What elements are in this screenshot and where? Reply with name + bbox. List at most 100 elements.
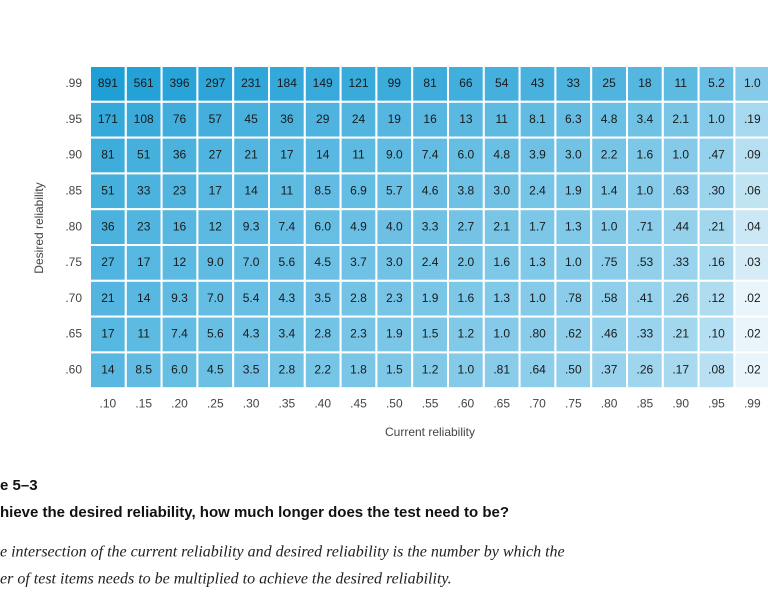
- heat-cell: [89, 351, 127, 390]
- heat-cell: [303, 279, 342, 318]
- y-tick-label: .99: [65, 76, 82, 90]
- cell-label: .58: [601, 291, 618, 305]
- cell-label: 5.2: [708, 76, 725, 90]
- cell-label: 1.4: [601, 183, 618, 197]
- cell-label: .26: [637, 362, 654, 376]
- x-axis-label: Current reliability: [385, 425, 475, 439]
- cell-label: 57: [209, 112, 223, 126]
- heat-cell: [89, 208, 127, 246]
- cell-label: 36: [280, 112, 294, 126]
- cell-label: 6.0: [171, 362, 188, 376]
- cell-label: .19: [744, 112, 761, 126]
- heat-cell: [124, 351, 163, 390]
- cell-label: 33: [567, 76, 581, 90]
- cell-label: 149: [313, 76, 333, 90]
- cell-label: 66: [459, 76, 473, 90]
- heat-cell: [447, 208, 485, 246]
- heat-cell: [447, 351, 485, 390]
- cell-label: 27: [101, 255, 115, 269]
- y-tick-label: .75: [65, 255, 82, 269]
- heat-cell: [518, 244, 557, 282]
- cell-label: 3.9: [529, 148, 546, 162]
- cell-label: 17: [101, 327, 115, 341]
- cell-label: 5.4: [243, 291, 260, 305]
- cell-label: .03: [744, 255, 761, 269]
- cell-label: 1.6: [637, 148, 654, 162]
- x-tick-label: .35: [279, 396, 296, 410]
- cell-label: 14: [137, 291, 151, 305]
- cell-label: 4.9: [350, 219, 367, 233]
- cell-label: 2.8: [350, 291, 367, 305]
- cell-label: .12: [708, 291, 725, 305]
- y-axis-label: Desired reliability: [32, 182, 46, 273]
- cell-label: .21: [708, 219, 725, 233]
- heat-cell: [590, 351, 629, 390]
- cell-label: 24: [352, 112, 366, 126]
- x-tick-label: .15: [135, 396, 152, 410]
- heat-cell: [411, 208, 450, 246]
- x-tick-label: .30: [243, 396, 260, 410]
- cell-label: .16: [708, 255, 725, 269]
- heat-cell: [447, 136, 485, 175]
- cell-label: 7.4: [171, 327, 188, 341]
- cell-label: .04: [744, 219, 761, 233]
- heat-cell: [411, 315, 450, 354]
- cell-label: 11: [495, 112, 508, 126]
- x-tick-label: .40: [314, 396, 331, 410]
- cell-label: 1.0: [601, 219, 618, 233]
- cell-label: 3.4: [279, 327, 296, 341]
- cell-label: 1.0: [672, 148, 689, 162]
- cell-label: 1.9: [386, 327, 403, 341]
- cell-label: .80: [529, 327, 546, 341]
- cell-label: 3.5: [243, 362, 260, 376]
- cell-label: 81: [423, 76, 437, 90]
- cell-label: 81: [101, 148, 115, 162]
- cell-label: 1.3: [493, 291, 510, 305]
- heat-cell: [124, 136, 163, 175]
- cell-label: 2.4: [422, 255, 439, 269]
- x-tick-label: .55: [422, 396, 439, 410]
- x-tick-label: .65: [493, 396, 510, 410]
- cell-label: 9.3: [243, 219, 260, 233]
- x-tick-label: .85: [637, 396, 654, 410]
- cell-label: 16: [423, 112, 437, 126]
- heat-cell: [447, 172, 485, 211]
- cell-label: 3.0: [386, 255, 403, 269]
- cell-label: 2.1: [493, 219, 510, 233]
- cell-label: 231: [241, 76, 261, 90]
- cell-label: 1.0: [637, 183, 654, 197]
- heat-cell: [447, 244, 485, 282]
- cell-label: 9.3: [171, 291, 188, 305]
- cell-label: 33: [137, 183, 151, 197]
- cell-label: 1.6: [458, 291, 475, 305]
- cell-label: .06: [744, 183, 761, 197]
- cell-label: .26: [672, 291, 689, 305]
- cell-label: .09: [744, 148, 761, 162]
- cell-label: .02: [744, 327, 761, 341]
- figure-title: hieve the desired reliability, how much …: [0, 504, 509, 521]
- cell-label: 1.5: [422, 327, 439, 341]
- cell-label: 891: [98, 76, 118, 90]
- cell-label: 54: [495, 76, 509, 90]
- y-tick-label: .95: [65, 112, 82, 126]
- cell-label: 17: [137, 255, 151, 269]
- heat-cell: [196, 208, 235, 246]
- figure-note: er of test items needs to be multiplied …: [0, 571, 452, 588]
- y-tick-label: .90: [65, 148, 82, 162]
- cell-label: 1.7: [529, 219, 546, 233]
- cell-label: 21: [101, 291, 115, 305]
- heat-cell: [482, 279, 521, 318]
- cell-label: 1.0: [744, 76, 761, 90]
- cell-label: 7.0: [243, 255, 260, 269]
- heat-cell: [375, 100, 414, 139]
- cell-label: 2.8: [314, 327, 331, 341]
- cell-label: .75: [601, 255, 618, 269]
- heat-cell: [160, 351, 199, 390]
- heat-cell: [626, 65, 664, 103]
- heat-cell: [196, 315, 235, 354]
- cell-label: 2.0: [458, 255, 475, 269]
- x-tick-label: .20: [171, 396, 188, 410]
- cell-label: 1.9: [422, 291, 439, 305]
- cell-label: 3.8: [458, 183, 475, 197]
- cell-label: 99: [388, 76, 402, 90]
